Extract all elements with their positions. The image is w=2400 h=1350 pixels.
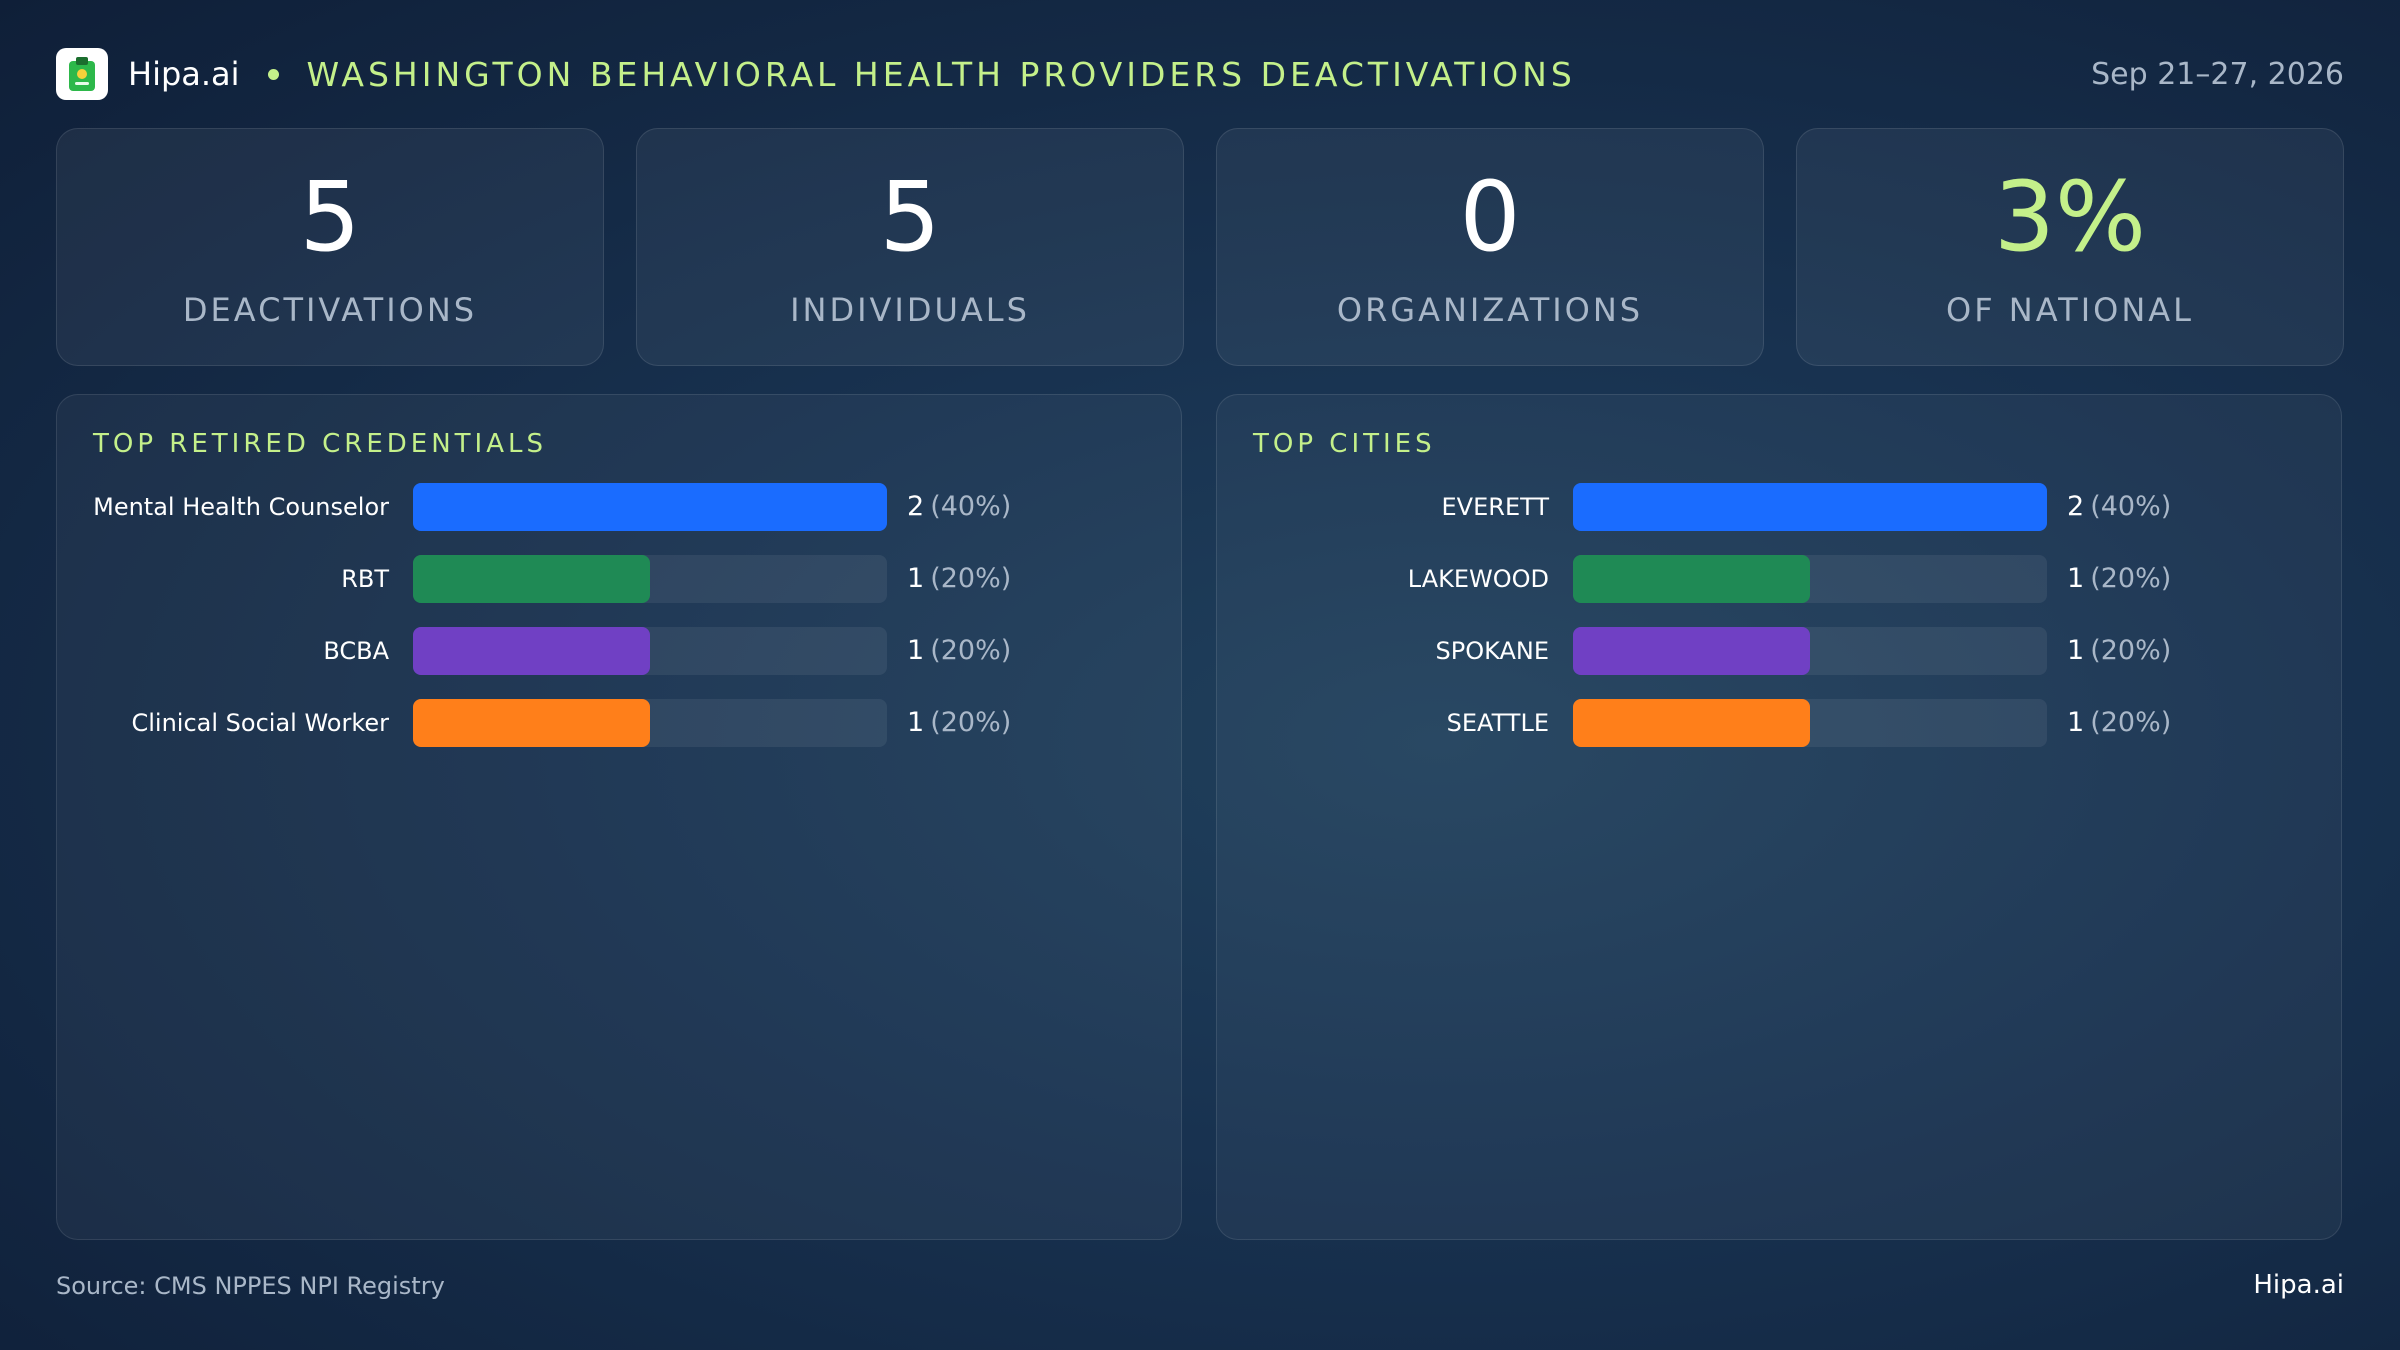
date-range: Sep 21–27, 2026 — [2091, 56, 2344, 92]
bar-track — [1573, 627, 2047, 675]
kpi-value: 0 — [1459, 161, 1521, 273]
bar-count: 2 — [907, 491, 925, 522]
kpi-card-individuals: 5 INDIVIDUALS — [636, 128, 1184, 366]
bar-value-label: 1 (20%) — [2067, 699, 2171, 747]
bar-label: Clinical Social Worker — [131, 709, 389, 737]
bar — [1573, 555, 1810, 603]
bar-value-label: 2 (40%) — [2067, 483, 2171, 531]
bar-track — [1573, 483, 2047, 531]
bar-percent: (20%) — [930, 563, 1012, 594]
kpi-value: 3% — [1993, 161, 2147, 273]
bar-row: EVERETT 2 (40%) — [1217, 483, 2341, 531]
kpi-value: 5 — [299, 161, 361, 273]
bar-value-label: 2 (40%) — [907, 483, 1011, 531]
bar-count: 1 — [907, 707, 925, 738]
bar-percent: (20%) — [2090, 635, 2172, 666]
kpi-row: 5 DEACTIVATIONS 5 INDIVIDUALS 0 ORGANIZA… — [56, 128, 2344, 366]
kpi-card-deactivations: 5 DEACTIVATIONS — [56, 128, 604, 366]
header: Hipa.ai WASHINGTON BEHAVIORAL HEALTH PRO… — [56, 48, 2344, 100]
bar-value-label: 1 (20%) — [2067, 555, 2171, 603]
bar-track — [413, 699, 887, 747]
bar-count: 1 — [2067, 563, 2085, 594]
kpi-value: 5 — [879, 161, 941, 273]
bar-percent: (20%) — [2090, 563, 2172, 594]
bar-percent: (40%) — [2090, 491, 2172, 522]
bar-row: SPOKANE 1 (20%) — [1217, 627, 2341, 675]
kpi-label: DEACTIVATIONS — [182, 291, 478, 329]
bar-track — [413, 555, 887, 603]
bar-percent: (20%) — [2090, 707, 2172, 738]
credentials-panel: TOP RETIRED CREDENTIALS Mental Health Co… — [56, 394, 1182, 1240]
bar-row: SEATTLE 1 (20%) — [1217, 699, 2341, 747]
bar-label: SPOKANE — [1435, 637, 1549, 665]
source-note: Source: CMS NPPES NPI Registry — [56, 1272, 445, 1300]
bar-percent: (20%) — [930, 635, 1012, 666]
clipboard-icon — [69, 57, 95, 91]
bar-percent: (40%) — [930, 491, 1012, 522]
logo — [56, 48, 108, 100]
bar-row: RBT 1 (20%) — [57, 555, 1181, 603]
bar-track — [1573, 555, 2047, 603]
bar-value-label: 1 (20%) — [2067, 627, 2171, 675]
panel-title: TOP RETIRED CREDENTIALS — [93, 429, 547, 459]
kpi-card-organizations: 0 ORGANIZATIONS — [1216, 128, 1764, 366]
bar-count: 1 — [2067, 707, 2085, 738]
bar — [413, 699, 650, 747]
bar-label: SEATTLE — [1446, 709, 1549, 737]
bar — [413, 555, 650, 603]
separator-dot — [267, 68, 279, 80]
bar-value-label: 1 (20%) — [907, 627, 1011, 675]
bar-count: 1 — [2067, 635, 2085, 666]
bar-track — [413, 483, 887, 531]
bar-value-label: 1 (20%) — [907, 699, 1011, 747]
bar-label: Mental Health Counselor — [93, 493, 389, 521]
brand-name: Hipa.ai — [128, 55, 240, 93]
bar — [1573, 483, 2047, 531]
page-title: WASHINGTON BEHAVIORAL HEALTH PROVIDERS D… — [306, 54, 1576, 94]
cities-panel: TOP CITIES EVERETT 2 (40%) LAKEWOOD 1 (20%) SP… — [1216, 394, 2342, 1240]
bar — [1573, 627, 1810, 675]
bar-row: Clinical Social Worker 1 (20%) — [57, 699, 1181, 747]
bar — [1573, 699, 1810, 747]
bar-count: 1 — [907, 635, 925, 666]
kpi-label: INDIVIDUALS — [790, 291, 1030, 329]
bar-label: BCBA — [323, 637, 389, 665]
bar-track — [413, 627, 887, 675]
bar — [413, 627, 650, 675]
bar-row: Mental Health Counselor 2 (40%) — [57, 483, 1181, 531]
bar-value-label: 1 (20%) — [907, 555, 1011, 603]
kpi-label: ORGANIZATIONS — [1336, 291, 1644, 329]
bar-label: EVERETT — [1441, 493, 1549, 521]
bar — [413, 483, 887, 531]
bar-track — [1573, 699, 2047, 747]
bar-count: 2 — [2067, 491, 2085, 522]
bar-label: RBT — [341, 565, 389, 593]
panel-title: TOP CITIES — [1253, 429, 1436, 459]
bar-row: BCBA 1 (20%) — [57, 627, 1181, 675]
bar-count: 1 — [907, 563, 925, 594]
kpi-label: OF NATIONAL — [1946, 291, 2194, 329]
bar-label: LAKEWOOD — [1407, 565, 1549, 593]
kpi-card-of-national: 3% OF NATIONAL — [1796, 128, 2344, 366]
footer-brand: Hipa.ai — [2253, 1270, 2344, 1300]
bar-percent: (20%) — [930, 707, 1012, 738]
bar-row: LAKEWOOD 1 (20%) — [1217, 555, 2341, 603]
